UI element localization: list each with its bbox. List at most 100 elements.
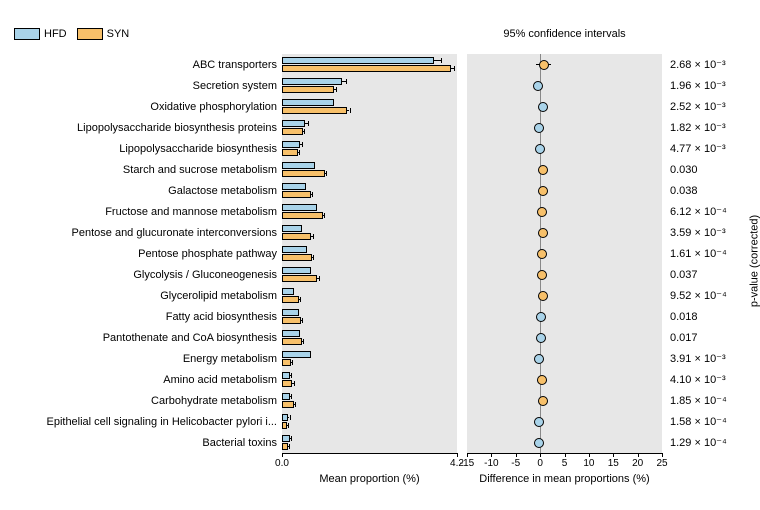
bar-area (282, 159, 457, 180)
bar-area (282, 348, 457, 369)
bar-syn (282, 128, 303, 135)
bar-hfd (282, 309, 299, 316)
data-row: Pentose phosphate pathway 1.61 × 10⁻⁴ (0, 243, 760, 264)
ci-dot (534, 417, 544, 427)
ci-dot (539, 60, 549, 70)
dot-area (467, 411, 662, 432)
row-label: Secretion system (0, 80, 282, 92)
dot-area (467, 369, 662, 390)
dot-area (467, 264, 662, 285)
bar-syn (282, 380, 292, 387)
bar-area (282, 243, 457, 264)
ci-dot (533, 81, 543, 91)
bar-hfd (282, 183, 306, 190)
dot-area (467, 348, 662, 369)
bar-syn (282, 296, 299, 303)
ci-dot (538, 396, 548, 406)
bar-syn (282, 149, 298, 156)
dot-area (467, 243, 662, 264)
data-row: Carbohydrate metabolism1.85 × 10⁻⁴ (0, 390, 760, 411)
dot-area (467, 138, 662, 159)
data-row: ABC transporters2.68 × 10⁻³ (0, 54, 760, 75)
dot-area (467, 75, 662, 96)
bar-hfd (282, 120, 305, 127)
ci-dot (537, 375, 547, 385)
row-label: Fatty acid biosynthesis (0, 311, 282, 323)
data-row: Lipopolysaccharide biosynthesis proteins… (0, 117, 760, 138)
ci-title: 95% confidence intervals (503, 28, 625, 40)
bar-syn (282, 359, 291, 366)
data-row: Epithelial cell signaling in Helicobacte… (0, 411, 760, 432)
pval-axis-label: p-value (corrected) (748, 215, 760, 307)
bar-area (282, 432, 457, 453)
bar-area (282, 306, 457, 327)
pvalue: 6.12 × 10⁻⁴ (662, 205, 752, 218)
bar-area (282, 96, 457, 117)
pvalue: 1.61 × 10⁻⁴ (662, 247, 752, 260)
pvalue: 0.018 (662, 311, 752, 323)
data-row: Starch and sucrose metabolism0.030 (0, 159, 760, 180)
bar-area (282, 390, 457, 411)
bar-area (282, 285, 457, 306)
dot-area (467, 432, 662, 453)
data-row: Glycerolipid metabolism9.52 × 10⁻⁴ (0, 285, 760, 306)
dot-area (467, 390, 662, 411)
pvalue: 1.58 × 10⁻⁴ (662, 415, 752, 428)
bar-area (282, 117, 457, 138)
rows-container: ABC transporters2.68 × 10⁻³ Secretion sys… (0, 54, 760, 453)
dot-area (467, 159, 662, 180)
bar-hfd (282, 351, 311, 358)
pvalue: 1.85 × 10⁻⁴ (662, 394, 752, 407)
row-label: Pantothenate and CoA biosynthesis (0, 332, 282, 344)
pvalue: 4.77 × 10⁻³ (662, 142, 752, 155)
bar-syn (282, 170, 325, 177)
ci-dot (537, 207, 547, 217)
pvalue: 0.017 (662, 332, 752, 344)
bar-hfd (282, 288, 294, 295)
ci-dot (535, 144, 545, 154)
data-row: Oxidative phosphorylation2.52 × 10⁻³ (0, 96, 760, 117)
bar-hfd (282, 267, 311, 274)
legend-swatch-hfd (14, 28, 40, 40)
ci-dot (538, 291, 548, 301)
bar-hfd (282, 78, 342, 85)
row-label: Energy metabolism (0, 353, 282, 365)
legend-label-hfd: HFD (44, 28, 67, 40)
bar-hfd (282, 246, 307, 253)
ci-dot (534, 354, 544, 364)
bar-hfd (282, 162, 315, 169)
pvalue: 1.29 × 10⁻⁴ (662, 436, 752, 449)
row-label: Fructose and mannose metabolism (0, 206, 282, 218)
bar-syn (282, 86, 334, 93)
pvalue: 4.10 × 10⁻³ (662, 373, 752, 386)
dot-area (467, 180, 662, 201)
pvalue: 0.030 (662, 164, 752, 176)
dot-area (467, 306, 662, 327)
bar-syn (282, 212, 323, 219)
pvalue: 1.82 × 10⁻³ (662, 121, 752, 134)
bar-axis-label: Mean proportion (%) (282, 473, 457, 485)
row-label: Pentose phosphate pathway (0, 248, 282, 260)
data-row: Amino acid metabolism 4.10 × 10⁻³ (0, 369, 760, 390)
pvalue: 3.59 × 10⁻³ (662, 226, 752, 239)
bar-hfd (282, 57, 434, 64)
row-label: Lipopolysaccharide biosynthesis proteins (0, 122, 282, 134)
row-label: Lipopolysaccharide biosynthesis (0, 143, 282, 155)
row-label: Amino acid metabolism (0, 374, 282, 386)
row-label: Pentose and glucuronate interconversions (0, 227, 282, 239)
data-row: Fructose and mannose metabolism 6.12 × 10… (0, 201, 760, 222)
legend-label-syn: SYN (107, 28, 130, 40)
dot-area (467, 327, 662, 348)
data-row: Lipopolysaccharide biosynthesis 4.77 × 10… (0, 138, 760, 159)
ci-dot (536, 333, 546, 343)
bar-hfd (282, 372, 290, 379)
dot-area (467, 117, 662, 138)
ci-dot (538, 228, 548, 238)
data-row: Pentose and glucuronate interconversions… (0, 222, 760, 243)
bar-hfd (282, 393, 290, 400)
pvalue: 9.52 × 10⁻⁴ (662, 289, 752, 302)
pvalue: 2.68 × 10⁻³ (662, 58, 752, 71)
bar-area (282, 75, 457, 96)
row-label: Epithelial cell signaling in Helicobacte… (0, 416, 282, 428)
data-row: Pantothenate and CoA biosynthesis 0.017 (0, 327, 760, 348)
